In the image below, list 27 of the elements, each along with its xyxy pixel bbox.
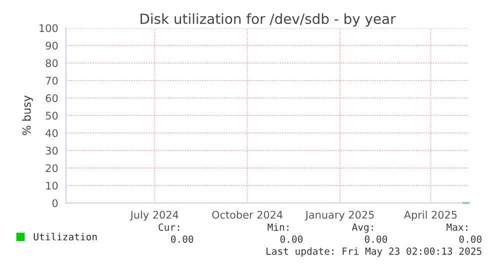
- y-tick-label: 50: [46, 112, 58, 120]
- y-tick-label: 30: [46, 146, 58, 155]
- y-tick-label: 60: [46, 94, 58, 102]
- legend-label: Utilization: [34, 232, 97, 240]
- x-tick-label: July 2024: [130, 210, 178, 221]
- y-axis-title: % busy: [22, 96, 33, 136]
- y-tick-label: 20: [46, 164, 58, 172]
- x-tick-label: April 2025: [404, 210, 457, 221]
- text: 0.00: [459, 235, 482, 243]
- y-tick-label: 70: [46, 76, 58, 85]
- text: Cur:: [158, 223, 180, 231]
- y-tick-label: 80: [46, 59, 58, 68]
- x-tick-label: October 2024: [212, 210, 283, 219]
- text: 0.00: [364, 235, 388, 243]
- y-tick-label: 10: [46, 182, 58, 190]
- y-tick-label: 0: [52, 199, 58, 208]
- y-tick-label: 90: [46, 42, 58, 50]
- y-tick-label: 40: [46, 129, 58, 138]
- text: 0.00: [171, 235, 194, 243]
- chart-title: Disk utilization for /dev/sdb - by year: [140, 13, 396, 27]
- x-tick-label: January 2025: [304, 210, 374, 221]
- text: Last update: Fri May 23 02:00:13 2025: [266, 247, 482, 257]
- text: 0.00: [280, 235, 303, 243]
- text: Max:: [446, 224, 468, 231]
- y-tick-label: 100: [40, 24, 58, 32]
- text: Avg:: [352, 224, 373, 233]
- text: Min:: [268, 223, 288, 231]
